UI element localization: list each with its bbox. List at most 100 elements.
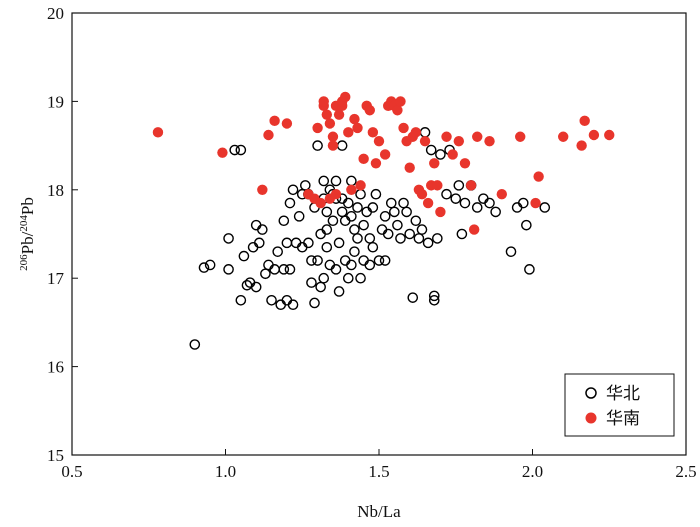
point-huabei — [235, 144, 247, 156]
point-huabei — [422, 237, 434, 249]
point-huabei — [309, 297, 320, 309]
point-huabei — [318, 272, 330, 284]
point-huabei — [293, 211, 305, 222]
point-huabei — [471, 202, 483, 213]
y-axis-title-superscript-204: 204 — [18, 215, 30, 232]
point-huabei — [281, 237, 293, 249]
point-huabei — [306, 277, 317, 288]
point-huanan — [324, 118, 336, 129]
point-huabei — [253, 237, 265, 249]
point-huanan — [269, 115, 280, 127]
point-huanan — [281, 118, 293, 129]
point-huabei — [278, 264, 290, 275]
point-huabei — [284, 197, 296, 209]
point-huabei — [238, 250, 250, 262]
point-huanan — [472, 131, 483, 142]
point-huabei — [204, 259, 216, 271]
point-huabei — [223, 233, 234, 244]
point-huabei — [370, 188, 382, 200]
point-huabei — [336, 140, 348, 151]
legend-marker-huabei — [585, 387, 597, 399]
point-huabei — [419, 127, 431, 138]
point-huanan — [588, 129, 600, 141]
point-huabei — [435, 149, 446, 160]
point-huanan — [257, 184, 268, 195]
point-huabei — [379, 255, 391, 266]
data-points — [152, 91, 615, 350]
y-tick-label: 18 — [47, 181, 64, 200]
point-huabei — [484, 197, 495, 209]
point-huanan — [395, 96, 406, 107]
point-huabei — [367, 202, 379, 213]
point-huabei — [321, 224, 333, 235]
point-huabei — [346, 175, 357, 187]
axes: 0.5 1.0 1.5 2.0 2.5 15 16 17 18 19 20 — [47, 4, 697, 481]
x-axis-title: Nb/La — [357, 502, 401, 521]
x-tick-label: 2.0 — [522, 462, 543, 481]
point-huabei — [392, 219, 403, 231]
point-huabei — [333, 286, 345, 297]
point-huanan — [327, 140, 339, 151]
point-huabei — [401, 206, 412, 218]
point-huabei — [327, 215, 339, 227]
point-huanan — [333, 109, 345, 120]
point-huabei — [407, 292, 419, 303]
point-huabei — [425, 144, 437, 156]
point-huanan — [484, 135, 495, 147]
point-huabei — [459, 197, 471, 209]
point-huanan — [352, 122, 363, 134]
point-huabei — [235, 294, 247, 306]
point-huabei — [342, 272, 354, 284]
point-huabei — [330, 264, 342, 275]
point-huanan — [465, 180, 477, 191]
point-huabei — [260, 268, 271, 280]
point-huanan — [447, 149, 458, 160]
legend-label-huanan: 华南 — [606, 409, 640, 429]
point-huabei — [404, 228, 416, 240]
point-huanan — [263, 129, 274, 141]
point-huabei — [349, 224, 360, 235]
point-huanan — [318, 96, 329, 107]
point-huanan — [416, 189, 428, 200]
y-axis-title-superscript-206: 206 — [18, 254, 30, 271]
point-huabei — [428, 294, 440, 306]
y-tick-label: 17 — [47, 269, 65, 288]
point-huabei — [364, 233, 376, 244]
legend-label-huabei: 华北 — [606, 384, 640, 404]
point-huanan — [312, 122, 323, 134]
point-huanan — [604, 129, 615, 141]
point-huabei — [456, 228, 468, 240]
point-huanan — [468, 224, 480, 235]
point-huabei — [287, 184, 299, 196]
point-huanan — [496, 189, 507, 200]
point-huabei — [266, 294, 277, 306]
point-huabei — [373, 255, 385, 266]
point-huanan — [429, 158, 440, 169]
point-huabei — [223, 264, 234, 275]
point-huabei — [379, 211, 391, 222]
legend-marker-huanan — [585, 412, 597, 424]
point-huabei — [250, 281, 262, 293]
point-huabei — [333, 237, 345, 249]
point-huabei — [524, 264, 535, 275]
point-huabei — [364, 259, 376, 271]
point-huanan — [453, 135, 465, 147]
point-huabei — [398, 197, 409, 209]
point-huabei — [395, 233, 406, 244]
point-huanan — [152, 127, 164, 138]
point-huanan — [530, 197, 541, 209]
y-tick-label: 20 — [47, 4, 64, 23]
point-huabei — [272, 246, 283, 257]
point-huanan — [321, 109, 333, 120]
point-huabei — [355, 272, 366, 284]
point-huanan — [370, 158, 382, 169]
point-huanan — [379, 149, 391, 160]
point-huabei — [358, 219, 369, 231]
point-huabei — [189, 339, 201, 350]
x-tick-label: 1.5 — [368, 462, 389, 481]
point-huanan — [515, 131, 526, 142]
y-axis-title: 206Pb/204Pb — [18, 197, 37, 271]
point-huanan — [343, 127, 354, 138]
y-tick-label: 16 — [47, 358, 64, 377]
point-huanan — [404, 162, 415, 173]
